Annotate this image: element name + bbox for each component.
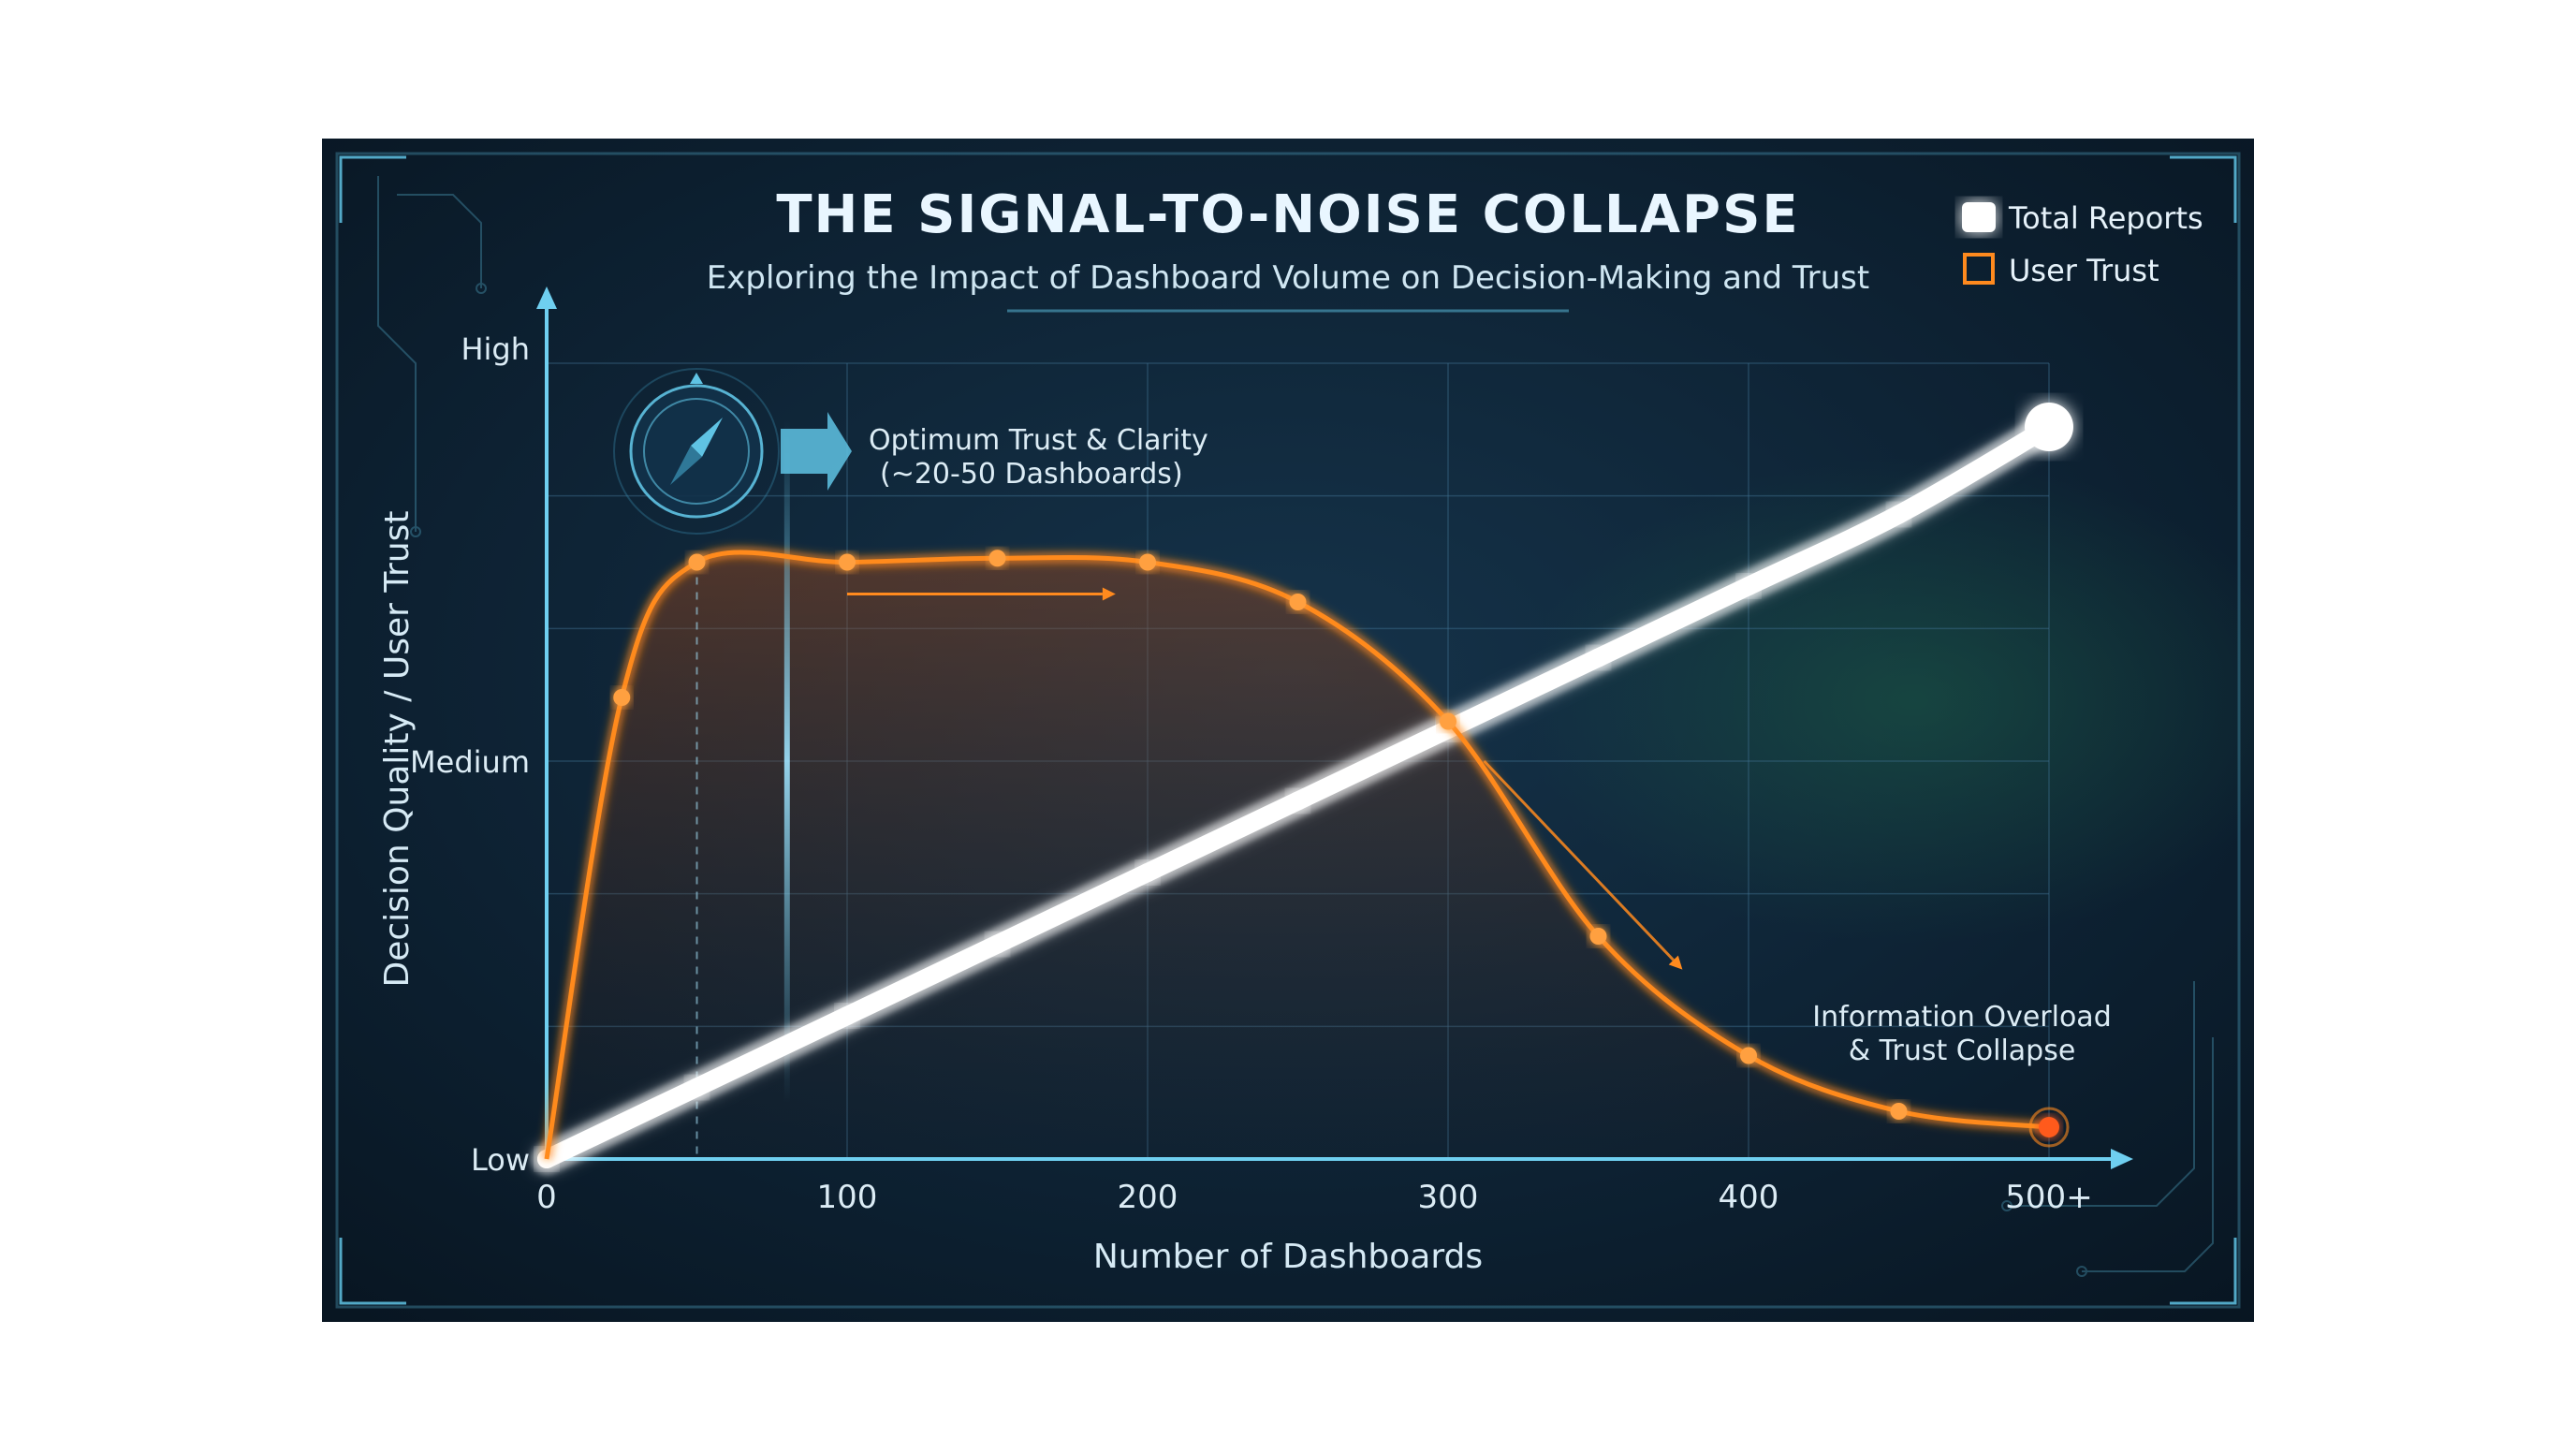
x-axis-title: Number of Dashboards: [1093, 1238, 1483, 1276]
user-trust-point: [1139, 553, 1156, 571]
total-reports-point: [1138, 863, 1157, 882]
total-reports-point: [2025, 403, 2073, 451]
legend-swatch-total-reports: [1962, 202, 1996, 232]
total-reports-point: [1739, 577, 1758, 595]
decline-arrow-head: [1668, 955, 1683, 970]
circuit-decoration: [377, 176, 2214, 1277]
user-trust-point: [839, 553, 856, 571]
total-reports-point: [838, 1006, 856, 1025]
overload-annotation-line1: Information Overload: [1812, 1001, 2111, 1034]
user-trust-point: [1589, 928, 1607, 945]
legend-swatch-user-trust: [1963, 253, 1995, 285]
plateau-arrow-head: [1102, 587, 1116, 601]
user-trust-point: [688, 553, 706, 571]
legend-label-total-reports: Total Reports: [2008, 200, 2203, 236]
total-reports-point: [1288, 791, 1308, 811]
chart-title: THE SIGNAL-TO-NOISE COLLAPSE: [776, 184, 1799, 245]
user-trust-point: [988, 550, 1006, 567]
y-tick-label: High: [461, 331, 530, 367]
optimum-highlight-beam: [783, 419, 790, 1103]
user-trust-point: [1289, 594, 1307, 610]
user-trust-series: [541, 547, 2070, 1160]
axes: [536, 286, 2133, 1169]
panel-frame: [335, 152, 2241, 1309]
user-trust-point: [1740, 1047, 1757, 1064]
y-axis-title: Decision Quality / User Trust: [378, 510, 417, 987]
trend-arrows: [847, 587, 1683, 970]
total-reports-point: [687, 1078, 707, 1097]
y-tick-label: Low: [471, 1142, 530, 1178]
optimum-callout-arrow: [781, 412, 852, 491]
user-trust-point: [1440, 712, 1456, 730]
user-trust-end-ring: [2028, 1107, 2070, 1148]
chart-panel: 0 100 200 300 400 500+ Low Medium High THE SIGNA…: [322, 139, 2306, 1322]
legend-label-user-trust: User Trust: [2009, 253, 2159, 288]
x-tick-label: 300: [1418, 1179, 1479, 1216]
optimum-annotation-line2: (~20-50 Dashboards): [880, 458, 1183, 491]
chart-subtitle: Exploring the Impact of Dashboard Volume…: [707, 259, 1869, 297]
user-trust-point: [2039, 1117, 2059, 1137]
x-tick-label: 200: [1118, 1179, 1178, 1216]
optimum-annotation-line1: Optimum Trust & Clarity: [869, 424, 1208, 457]
x-tick-label: 500+: [2005, 1179, 2092, 1216]
x-tick-label: 0: [536, 1179, 557, 1216]
chart-svg: 0 100 200 300 400 500+ Low Medium High THE SIGNA…: [322, 139, 2306, 1322]
background-glow: [1520, 457, 2306, 944]
x-tick-label: 100: [817, 1179, 878, 1216]
total-reports-point: [988, 934, 1007, 954]
x-tick-label: 400: [1719, 1179, 1779, 1216]
user-trust-point: [1890, 1103, 1908, 1120]
y-tick-label: Medium: [410, 744, 530, 780]
overload-annotation-line2: & Trust Collapse: [1849, 1034, 2076, 1067]
legend: Total Reports User Trust: [1962, 200, 2203, 288]
compass-icon: [613, 368, 780, 535]
total-reports-point: [1588, 648, 1608, 668]
decline-arrow-line: [1483, 759, 1675, 961]
y-axis-arrowhead: [536, 286, 557, 309]
x-axis-arrowhead: [2111, 1149, 2133, 1169]
total-reports-point: [1889, 505, 1909, 524]
user-trust-point: [613, 689, 631, 706]
tick-labels: 0 100 200 300 400 500+ Low Medium High: [410, 331, 2093, 1216]
